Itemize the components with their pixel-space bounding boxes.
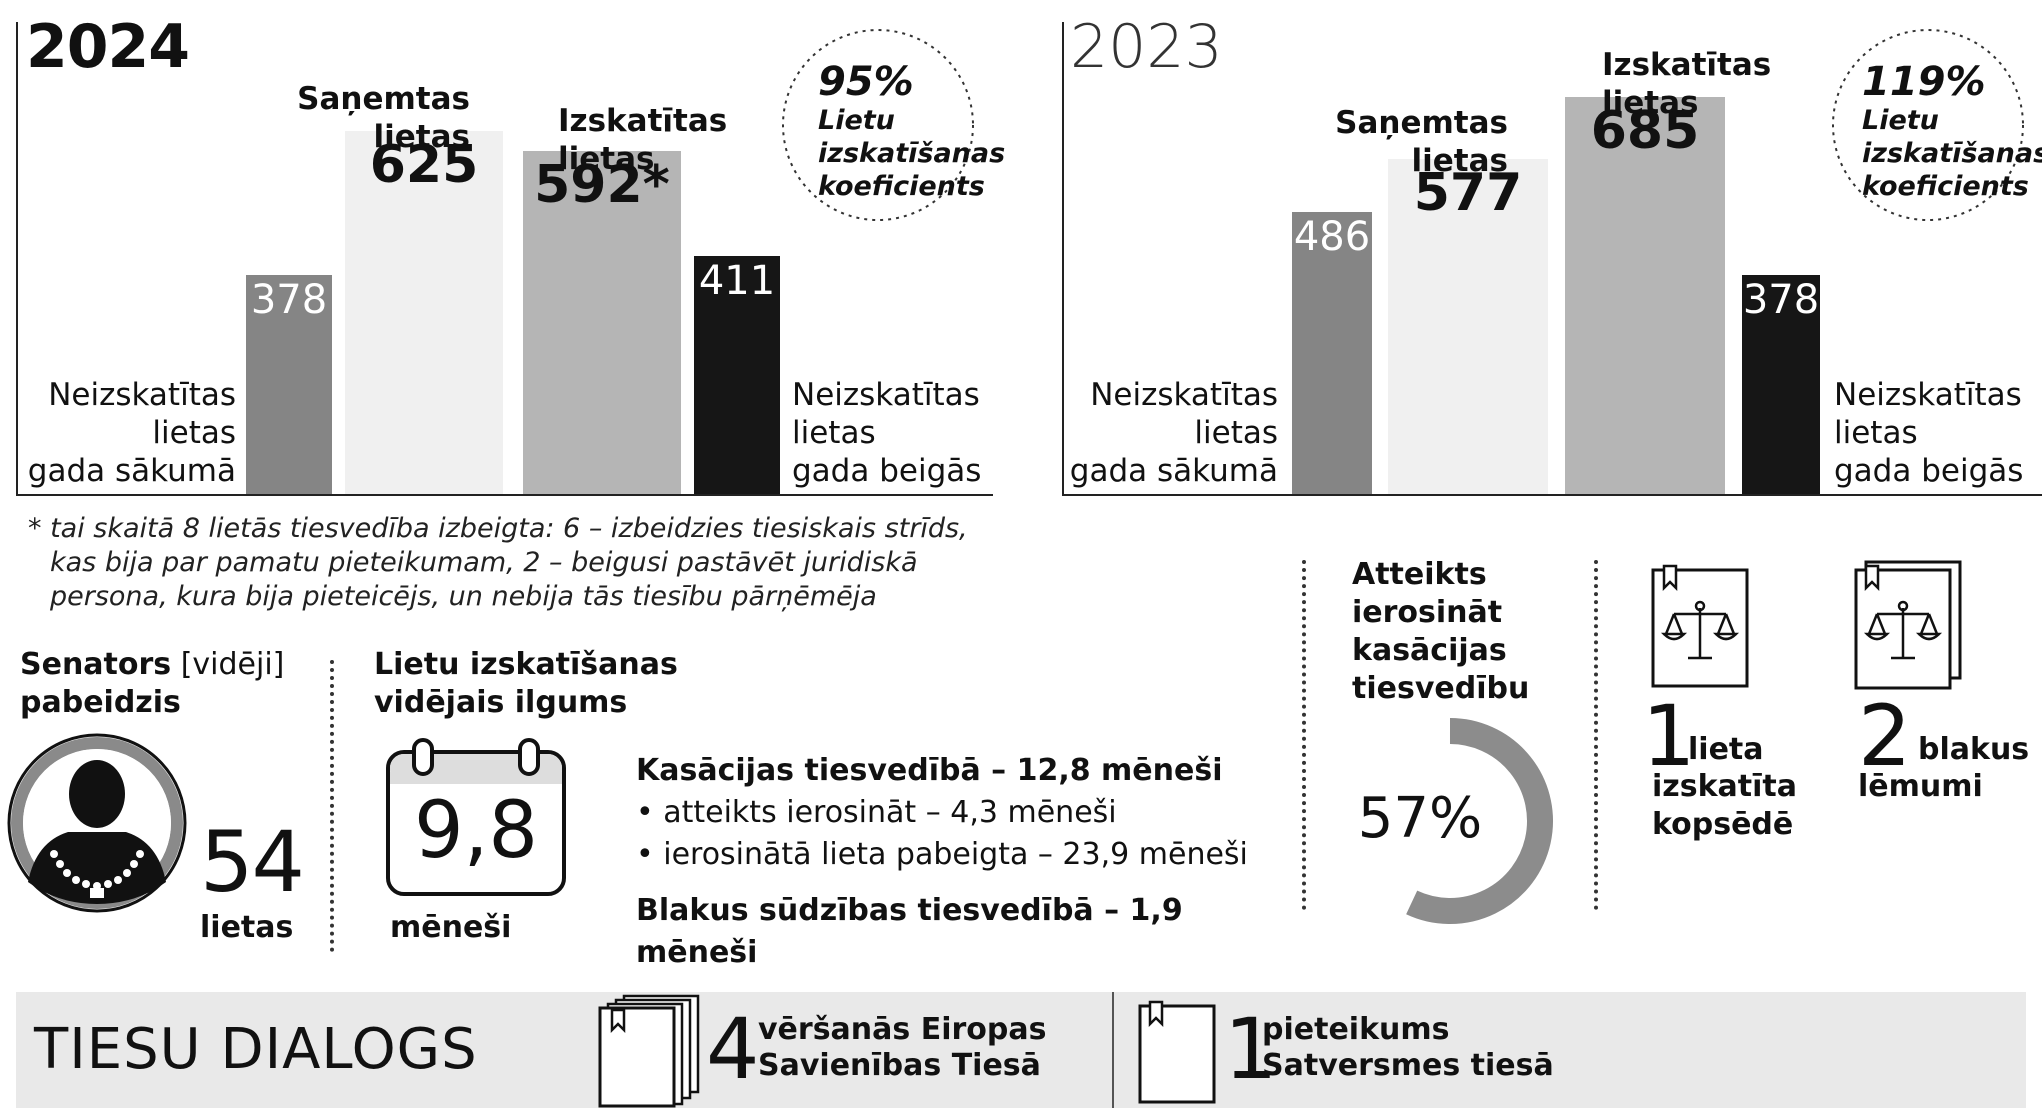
- coef-circle-2023: [1832, 29, 2024, 221]
- bar-end-2024: 411: [694, 256, 780, 494]
- donut-arc: [1406, 718, 1553, 924]
- label-start-2023: Neizskatītas lietas gada sākumā: [1069, 377, 1278, 489]
- axis-left-2024: [16, 22, 18, 496]
- chart-2023: 2023 486 577 685 378 Neizskatītas lietas g…: [1040, 0, 2042, 500]
- bar-value-label: 378: [1742, 277, 1820, 323]
- label-start-2024: Neizskatītas lietas gada sākumā: [27, 377, 236, 489]
- judge-icon: [7, 733, 187, 913]
- documents-scales-icon: [1854, 560, 1962, 690]
- axis-base-2023: [1062, 494, 2042, 496]
- axis-base-2024: [16, 494, 993, 496]
- senator-value: 54: [200, 813, 305, 911]
- document-scales-icon: [1651, 564, 1749, 688]
- duration-value: 9,8: [413, 786, 539, 876]
- bar-received-2023: 577: [1388, 159, 1548, 494]
- dialog-eu-num: 4: [706, 1000, 760, 1098]
- document-icon: [1138, 1000, 1216, 1104]
- dialog-sat-text: pieteikums Satversmes tiesā: [1262, 1012, 1554, 1083]
- label-reviewed-2024: Izskatītas lietas: [558, 103, 728, 177]
- duration-details: Kasācijas tiesvedībā – 12,8 mēneši • att…: [636, 753, 1248, 970]
- chart-2024: 2024 378 625 592* 411 Neizskatītas lietas…: [0, 0, 1005, 500]
- divider-1: [330, 660, 334, 952]
- dialog-sat-num: 1: [1224, 1000, 1278, 1098]
- plenary-section: 1 lieta izskatīta kopsēdē: [1620, 556, 1820, 856]
- bar-start-2024: 378: [246, 275, 332, 494]
- senator-unit: lietas: [200, 910, 294, 945]
- plenary-l23: izskatīta kopsēdē: [1652, 769, 1798, 842]
- axis-left-2023: [1062, 22, 1064, 496]
- calendar-icon: [386, 738, 566, 896]
- side-decisions-section: 2 blakus lēmumi: [1830, 556, 2040, 856]
- bar-reviewed-2023: 685: [1565, 97, 1725, 494]
- side-decisions-l2: lēmumi: [1858, 769, 1983, 804]
- plenary-l1: lieta: [1688, 732, 1764, 767]
- footnote: * tai skaitā 8 lietās tiesvedība izbeigt…: [28, 513, 968, 612]
- coef-text-2023: 119% Lietu izskatīšanas koeficients: [1862, 59, 2042, 202]
- side-decisions-l1: blakus: [1918, 732, 2030, 767]
- bar-reviewed-2024: 592*: [523, 151, 681, 494]
- refused-title: Atteikts ierosināt kasācijas tiesvedību: [1352, 557, 1530, 706]
- refused-pct: 57%: [1357, 786, 1483, 851]
- label-received-2023: Saņemtas lietas: [1335, 105, 1508, 179]
- bar-value-label: 486: [1293, 214, 1371, 260]
- refused-section: Atteikts ierosināt kasācijas tiesvedību 57%: [1340, 556, 1580, 946]
- duration-section: Lietu izskatīšanas vidējais ilgums 9,8 mē…: [360, 640, 1300, 970]
- divider-2: [1302, 560, 1306, 910]
- documents-stack-icon: [598, 994, 700, 1108]
- bar-start-2023: 486: [1292, 212, 1372, 494]
- side-decisions-num: 2: [1858, 687, 1912, 785]
- dialog-eu-text: vēršanās Eiropas Savienības Tiesā: [758, 1012, 1047, 1083]
- bar-value-label: 378: [250, 277, 328, 323]
- dialog-divider: [1112, 992, 1114, 1108]
- coef-circle-2024: [782, 29, 974, 221]
- dialog-title: TIESU DIALOGS: [34, 1017, 478, 1082]
- label-end-2024: Neizskatītas lietas gada beigās: [792, 377, 982, 489]
- coef-text-2024: 95% Lietu izskatīšanas koeficients: [818, 59, 1006, 202]
- label-end-2023: Neizskatītas lietas gada beigās: [1834, 377, 2024, 489]
- senator-section: Senators [vidēji] pabeidzis 54 lietas: [0, 640, 320, 950]
- bar-value-label: 625: [369, 135, 479, 195]
- plenary-num: 1: [1642, 687, 1696, 785]
- refused-donut: [1406, 718, 1553, 924]
- bar-value-label: 592*: [534, 155, 670, 215]
- bar-value-label: 411: [698, 258, 776, 304]
- year-title-2024: 2024: [26, 12, 190, 82]
- duration-title: Lietu izskatīšanas vidējais ilgums: [374, 647, 678, 720]
- bar-value-label: 577: [1413, 163, 1523, 223]
- label-reviewed-2023: Izskatītas lietas: [1602, 47, 1772, 121]
- bar-end-2023: 378: [1742, 275, 1820, 494]
- senator-title: Senators [vidēji] pabeidzis: [20, 647, 285, 720]
- label-received-2024: Saņemtas lietas: [297, 81, 470, 155]
- divider-3: [1594, 560, 1598, 910]
- bar-value-label: 685: [1590, 101, 1700, 161]
- bar-received-2024: 625: [345, 131, 503, 494]
- dialog-band: TIESU DIALOGS 4 vēršanās Eiropas Savienīb…: [16, 992, 2026, 1108]
- year-title-2023: 2023: [1070, 12, 1223, 82]
- duration-unit: mēneši: [390, 910, 512, 945]
